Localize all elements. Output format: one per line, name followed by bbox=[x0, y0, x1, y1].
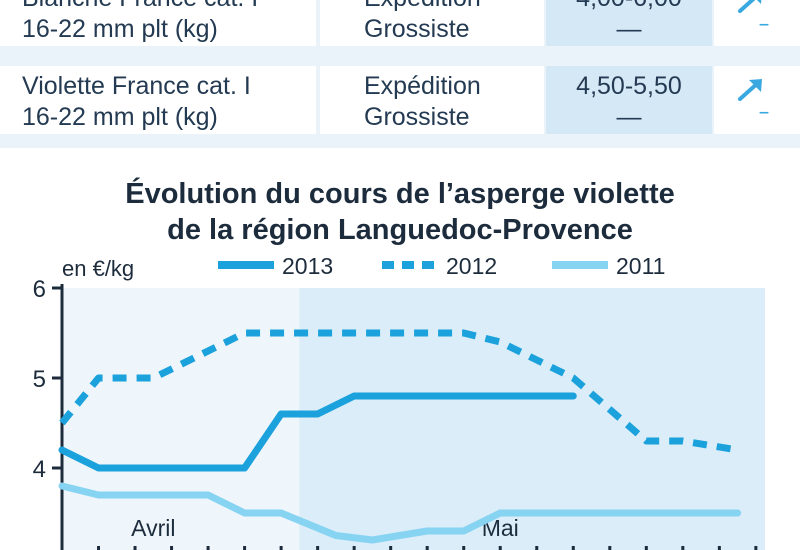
trend-up-arrow-icon bbox=[738, 0, 762, 13]
trend-cell: – bbox=[714, 66, 800, 134]
trend-stable: – bbox=[758, 12, 770, 37]
price-expedition: 4,50-5,50 bbox=[576, 72, 682, 100]
table-row: Blanche France cat. I 16-22 mm plt (kg) … bbox=[0, 0, 800, 46]
series-line-2013 bbox=[58, 392, 577, 472]
y-axis-label: en €/kg bbox=[62, 256, 134, 281]
table-row: Violette France cat. I 16-22 mm plt (kg)… bbox=[0, 66, 800, 134]
price-grossiste: — bbox=[616, 103, 642, 131]
stage-expedition: Expédition bbox=[364, 0, 481, 13]
y-tick-label: 5 bbox=[33, 366, 46, 393]
product-cell: Violette France cat. I 16-22 mm plt (kg) bbox=[0, 66, 316, 134]
product-name: Violette France cat. I bbox=[22, 72, 251, 100]
legend-label-2011: 2011 bbox=[616, 253, 665, 279]
price-expedition: 4,00-6,00 bbox=[546, 0, 712, 13]
row-divider bbox=[0, 46, 800, 66]
product-spec: 16-22 mm plt (kg) bbox=[22, 103, 218, 131]
trend-cell: – bbox=[714, 0, 800, 46]
product-name: Blanche France cat. I bbox=[22, 0, 258, 13]
trend-stable: – bbox=[758, 100, 770, 125]
series-line-2011 bbox=[58, 482, 742, 544]
chart-panel: Évolution du cours de l’asperge violette… bbox=[0, 148, 800, 550]
y-tick-label: 3 bbox=[33, 546, 46, 550]
stage-grossiste: Grossiste bbox=[364, 15, 470, 43]
price-cell: 4,50-5,50 — bbox=[546, 66, 712, 134]
x-month-label: Avril bbox=[131, 515, 175, 541]
chart-title-line1: Évolution du cours de l’asperge violette bbox=[125, 178, 675, 210]
price-grossiste: — bbox=[616, 15, 642, 43]
stage-cell: Expédition Grossiste bbox=[320, 0, 544, 46]
chart-title-line2: de la région Languedoc-Provence bbox=[167, 214, 633, 246]
legend-label-2012: 2012 bbox=[446, 253, 497, 279]
series-line-2012 bbox=[59, 329, 739, 454]
legend-label-2013: 2013 bbox=[282, 253, 333, 279]
y-tick-label: 6 bbox=[33, 276, 46, 303]
y-tick-label: 4 bbox=[33, 456, 46, 483]
chart-title: Évolution du cours de l’asperge violette… bbox=[0, 176, 800, 248]
product-cell: Blanche France cat. I 16-22 mm plt (kg) bbox=[0, 0, 316, 46]
stage-grossiste: Grossiste bbox=[364, 103, 470, 131]
trend-up-arrow-icon bbox=[738, 79, 762, 101]
product-spec: 16-22 mm plt (kg) bbox=[22, 15, 218, 43]
price-cell: 4,00-6,00 — bbox=[546, 0, 712, 46]
stage-cell: Expédition Grossiste bbox=[320, 66, 544, 134]
stage-expedition: Expédition bbox=[364, 72, 481, 100]
price-table: Blanche France cat. I 16-22 mm plt (kg) … bbox=[0, 0, 800, 136]
